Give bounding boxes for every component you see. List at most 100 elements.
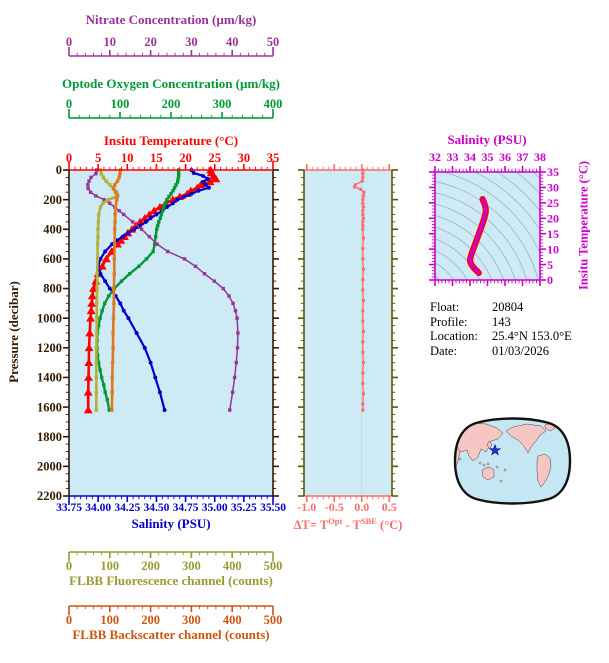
data-point — [103, 279, 108, 284]
data-point — [236, 331, 240, 335]
tick-label: 400 — [223, 613, 242, 627]
data-point — [118, 172, 122, 176]
tick-label: 35.50 — [260, 502, 286, 514]
data-point — [139, 227, 144, 231]
data-point — [176, 174, 181, 178]
data-point — [103, 390, 107, 394]
ts-salinity-axis-title: Salinity (PSU) — [447, 132, 527, 147]
data-point — [103, 249, 108, 254]
tick-label: 35 — [547, 165, 559, 179]
data-point — [94, 194, 98, 198]
data-point — [94, 172, 98, 176]
data-point — [153, 375, 158, 380]
data-point — [361, 205, 365, 209]
data-point — [86, 183, 90, 187]
data-point — [154, 212, 159, 217]
data-point — [113, 205, 118, 209]
data-point — [95, 272, 99, 276]
map-outline — [453, 417, 572, 505]
data-point — [95, 316, 99, 320]
data-point — [83, 388, 93, 396]
island — [495, 465, 499, 469]
tick-label: 15 — [547, 227, 559, 241]
data-point — [361, 175, 365, 179]
tick-label: 34.75 — [173, 502, 199, 514]
data-point — [176, 177, 180, 181]
backscatter-axis-title: FLBB Backscatter channel (counts) — [72, 627, 270, 642]
tick-label: 15 — [150, 151, 163, 165]
data-point — [361, 309, 365, 313]
tick-label: 400 — [43, 222, 62, 236]
data-point — [110, 408, 114, 412]
delta-t-title-sup1: Opt — [328, 516, 343, 526]
island — [503, 468, 507, 472]
data-point — [101, 383, 106, 387]
data-point — [161, 209, 165, 213]
island — [478, 461, 482, 465]
data-point — [98, 271, 103, 276]
profile-label: Profile: — [430, 314, 468, 329]
data-point — [361, 220, 365, 224]
tick-label: 500 — [264, 613, 283, 627]
data-point — [361, 209, 365, 213]
data-point — [233, 309, 238, 313]
data-point — [221, 286, 225, 291]
plot-background — [304, 170, 392, 496]
oxygen-axis-title: Optode Oxygen Concentration (µm/kg) — [61, 76, 280, 91]
data-point — [148, 360, 153, 365]
data-point — [111, 331, 115, 335]
delta-t-title-part: - T — [342, 518, 361, 533]
data-point — [361, 288, 365, 292]
data-point — [130, 220, 135, 224]
data-point — [110, 390, 114, 394]
tick-label: 37 — [517, 150, 529, 164]
tick-label: 5 — [95, 151, 101, 165]
tick-label: -1.0 — [297, 500, 316, 514]
tick-label: 10 — [547, 242, 559, 256]
data-point — [113, 220, 117, 224]
data-point — [120, 234, 125, 239]
tick-label: 50 — [267, 35, 280, 49]
tick-label: 30 — [238, 151, 251, 165]
data-point — [159, 212, 164, 217]
data-point — [193, 264, 198, 269]
tick-label: 0 — [66, 97, 72, 111]
data-point — [95, 242, 100, 246]
data-point — [175, 180, 180, 184]
landmass — [481, 466, 495, 481]
tick-label: 25 — [547, 196, 559, 210]
landmass — [536, 453, 552, 488]
data-point — [163, 201, 168, 206]
tick-label: 1200 — [37, 341, 62, 355]
data-point — [361, 224, 365, 228]
data-point — [166, 249, 170, 254]
data-point — [212, 279, 216, 283]
data-point — [353, 183, 357, 187]
float-location-star — [488, 443, 502, 456]
data-point — [112, 242, 117, 246]
data-point — [111, 316, 116, 320]
data-point — [85, 328, 95, 337]
data-point — [361, 267, 365, 271]
data-point — [115, 197, 119, 202]
date-label: Date: — [430, 343, 458, 358]
data-point — [142, 345, 147, 350]
data-point — [174, 183, 178, 187]
data-point — [118, 301, 123, 306]
data-point — [98, 205, 103, 209]
data-point — [137, 264, 141, 269]
data-point — [112, 257, 116, 261]
tick-label: 200 — [141, 559, 160, 573]
data-point — [361, 371, 365, 375]
tick-label: 600 — [43, 252, 62, 266]
tick-label: 0 — [66, 151, 72, 165]
data-point — [84, 343, 94, 352]
data-point — [151, 249, 155, 254]
tick-label: 2000 — [37, 460, 62, 474]
delta-t-plot: -1.0 -0.5 0.0 0.5 — [297, 164, 398, 514]
data-point — [96, 323, 101, 328]
data-point — [95, 286, 99, 291]
data-point — [101, 201, 105, 206]
